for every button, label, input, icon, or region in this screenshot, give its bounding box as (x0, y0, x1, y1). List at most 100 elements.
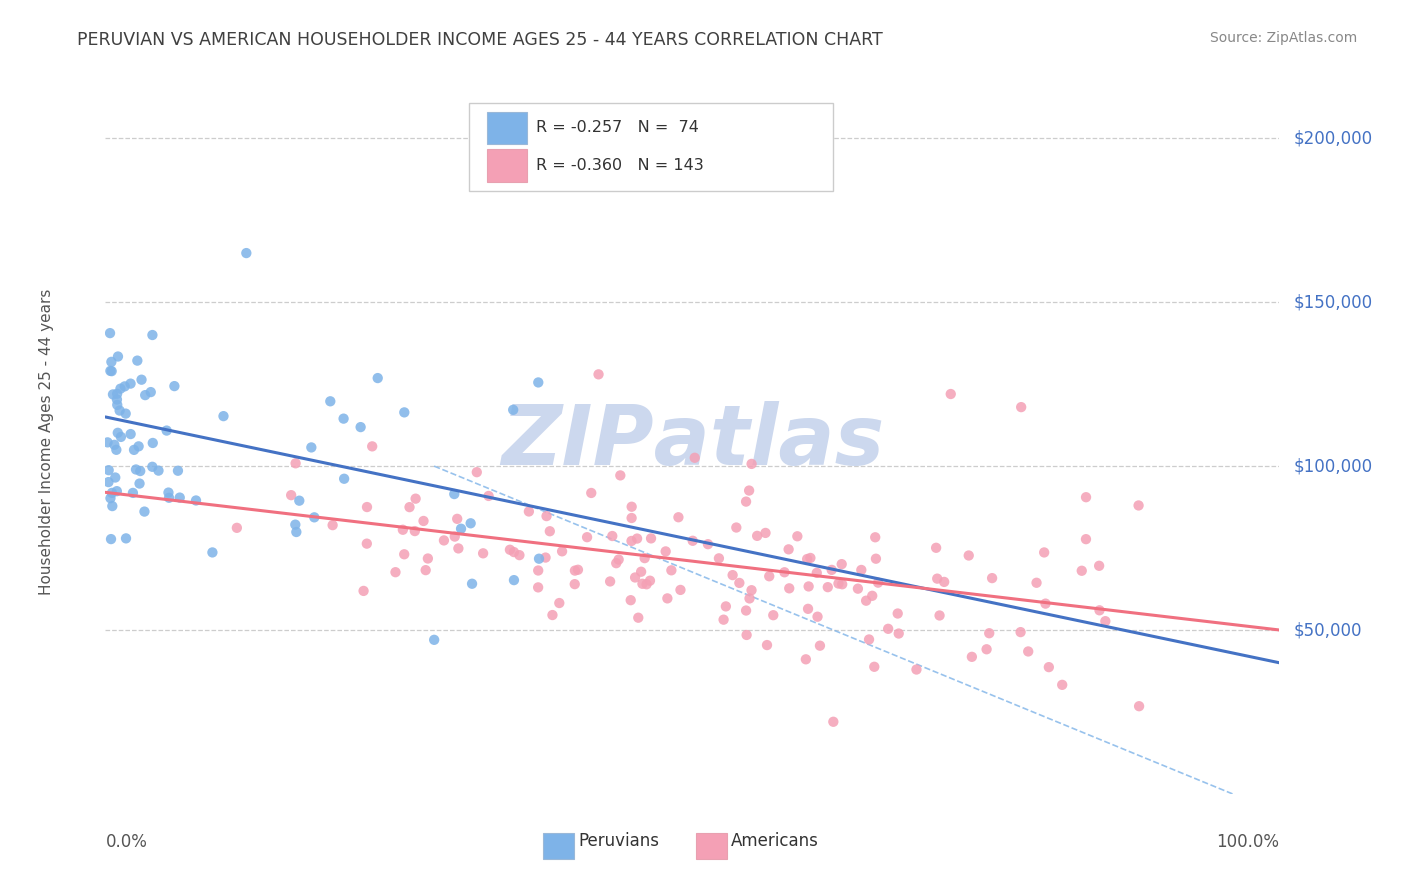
Point (714, 599, 737, 614)
Point (1035, 597, 1057, 611)
Point (683, 450, 706, 465)
Point (797, 579, 820, 593)
Point (105, 386, 128, 401)
Point (201, 545, 224, 559)
Point (97, 463, 120, 477)
Point (212, 409, 235, 424)
Point (280, 488, 302, 502)
Point (934, 574, 956, 589)
Point (108, 403, 131, 417)
Point (863, 660, 886, 674)
Point (738, 483, 761, 498)
Point (831, 557, 853, 571)
FancyBboxPatch shape (470, 103, 834, 192)
Point (105, 442, 128, 457)
Point (624, 570, 647, 584)
Point (1017, 644, 1039, 658)
Point (167, 464, 190, 478)
Point (1074, 490, 1097, 504)
Point (284, 456, 307, 470)
Point (122, 442, 145, 457)
Point (100, 364, 122, 378)
Point (886, 607, 908, 621)
Point (851, 563, 873, 577)
Point (821, 563, 844, 577)
Point (447, 541, 470, 556)
Point (349, 420, 371, 434)
Point (576, 530, 599, 544)
Point (100, 355, 122, 369)
Point (636, 577, 658, 591)
Point (443, 487, 465, 501)
Text: $50,000: $50,000 (1294, 621, 1362, 639)
Point (927, 572, 949, 586)
Point (443, 530, 465, 544)
Point (416, 551, 439, 566)
Text: Americans: Americans (731, 832, 820, 850)
Point (735, 494, 758, 508)
Point (460, 516, 482, 531)
Point (157, 485, 180, 500)
Point (865, 551, 887, 566)
Point (478, 489, 501, 503)
Point (288, 493, 311, 508)
Point (450, 522, 472, 536)
Point (169, 491, 191, 505)
Point (100, 364, 122, 378)
Point (1074, 532, 1097, 546)
Point (846, 582, 869, 596)
Point (925, 541, 948, 555)
Point (1128, 699, 1150, 714)
Point (620, 593, 643, 607)
Text: 100.0%: 100.0% (1216, 832, 1279, 851)
Point (794, 652, 817, 666)
Point (107, 425, 129, 440)
Point (855, 593, 877, 607)
Point (394, 547, 416, 561)
Point (858, 632, 880, 647)
Point (620, 500, 643, 514)
Point (225, 521, 247, 535)
Point (304, 510, 326, 524)
FancyBboxPatch shape (486, 149, 527, 181)
Point (131, 373, 153, 387)
Point (669, 582, 692, 597)
Point (721, 568, 744, 582)
Point (527, 564, 550, 578)
Point (461, 576, 484, 591)
Point (353, 583, 375, 598)
Point (1010, 400, 1032, 414)
Point (1070, 564, 1092, 578)
Point (134, 505, 156, 519)
Point (404, 524, 426, 538)
Point (499, 542, 522, 557)
Point (773, 566, 796, 580)
Point (415, 563, 437, 577)
Point (887, 626, 910, 640)
Point (120, 376, 142, 391)
Point (657, 591, 679, 606)
Point (735, 628, 758, 642)
Point (627, 610, 650, 624)
Point (115, 532, 138, 546)
Point (981, 571, 1004, 585)
Point (634, 551, 657, 566)
Point (661, 563, 683, 577)
Point (778, 582, 800, 596)
Point (356, 536, 378, 550)
FancyBboxPatch shape (696, 833, 727, 859)
Point (741, 583, 763, 598)
Point (626, 532, 648, 546)
Point (134, 388, 156, 402)
Point (367, 371, 389, 385)
Point (285, 524, 308, 539)
Point (527, 551, 550, 566)
Point (98, 326, 121, 340)
FancyBboxPatch shape (543, 833, 574, 859)
Point (823, 714, 845, 729)
Point (1025, 575, 1047, 590)
Point (527, 581, 550, 595)
Point (433, 533, 456, 548)
Point (361, 439, 384, 453)
Point (1033, 545, 1056, 559)
